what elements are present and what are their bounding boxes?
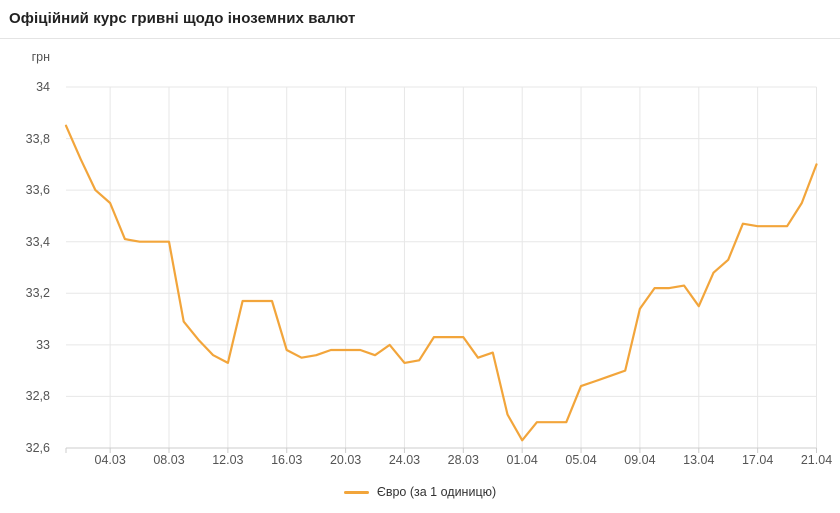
- y-tick-label: 33,2: [25, 286, 50, 301]
- x-tick-label: 12.03: [212, 453, 244, 467]
- legend: Євро (за 1 одиницю): [0, 483, 840, 501]
- exchange-rate-chart: грн 34 33,8 33,6 33,4 33,2 33 32,8 32,6 04.03 08…: [0, 39, 840, 513]
- x-tick-label: 08.03: [153, 453, 185, 467]
- y-tick-label: 33,6: [25, 183, 50, 198]
- x-tick-label: 04.03: [94, 453, 126, 467]
- x-tick-label: 21.04: [800, 453, 833, 467]
- x-tick-label: 05.04: [565, 453, 597, 467]
- y-tick-label: 33,4: [25, 234, 50, 249]
- x-tick-label: 16.03: [271, 453, 303, 467]
- y-tick-label: 34: [36, 80, 50, 94]
- x-tick-label: 09.04: [624, 453, 656, 467]
- euro-line-series[interactable]: [64, 124, 818, 442]
- y-axis-unit-label: грн: [31, 50, 50, 64]
- widget-header: Офіційний курс гривні щодо іноземних вал…: [0, 0, 840, 39]
- y-tick-label: 32,6: [25, 441, 50, 455]
- y-tick-label: 33,8: [25, 131, 50, 146]
- chart-canvas[interactable]: [0, 39, 840, 513]
- y-tick-label: 33: [36, 337, 50, 352]
- x-tick-label: 17.04: [741, 453, 774, 467]
- x-tick-label: 28.03: [447, 453, 479, 467]
- x-tick-label: 13.04: [683, 453, 715, 467]
- x-tick-label: 20.03: [329, 453, 362, 467]
- x-axis-labels: 04.03 08.03 12.03 16.03 20.03 24.03 28.03 01.04…: [0, 452, 840, 468]
- legend-series-label: Євро (за 1 одиницю): [376, 485, 497, 499]
- x-tick-label: 01.04: [506, 453, 538, 467]
- legend-line-marker: [343, 490, 369, 494]
- x-tick-label: 24.03: [388, 453, 421, 467]
- y-tick-label: 32,8: [25, 389, 50, 404]
- y-axis-labels: 34 33,8 33,6 33,4 33,2 33 32,8 32,6: [0, 0, 50, 474]
- page-title: Офіційний курс гривні щодо іноземних вал…: [9, 10, 356, 27]
- legend-item-euro[interactable]: Євро (за 1 одиницю): [343, 485, 497, 499]
